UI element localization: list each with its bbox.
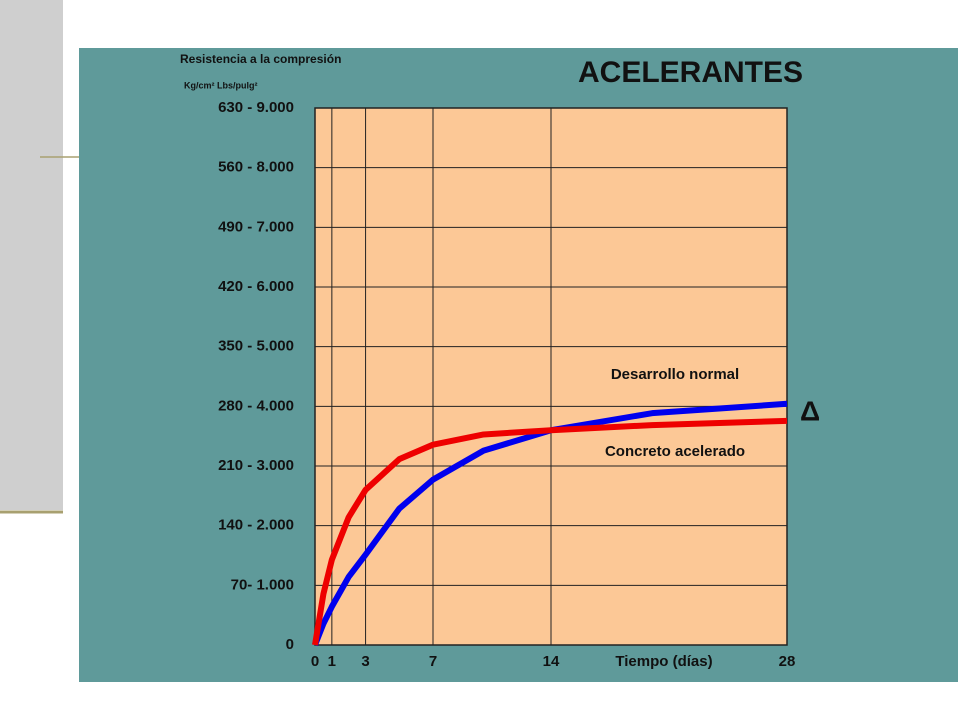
y-tick-label: 350 - 5.000 <box>218 338 294 355</box>
x-tick-label: 0 <box>311 653 319 670</box>
series-line <box>312 417 788 646</box>
x-tick-label: 3 <box>361 653 369 670</box>
y-tick-label: 420 - 6.000 <box>218 278 294 295</box>
y-tick-label: 210 - 3.000 <box>218 457 294 474</box>
x-tick-label: 14 <box>543 653 560 670</box>
chart-title: ACELERANTES <box>578 56 803 89</box>
x-tick-label: 7 <box>429 653 437 670</box>
y-tick-label: 280 - 4.000 <box>218 397 294 414</box>
y-tick-label: 630 - 9.000 <box>218 99 294 116</box>
annotation: Δ <box>800 395 820 426</box>
x-tick-label: 28 <box>779 653 796 670</box>
y-axis-title: Resistencia a la compresión <box>180 52 341 66</box>
y-tick-label: 70- 1.000 <box>231 576 294 593</box>
series-label: Desarrollo normal <box>611 366 739 383</box>
series-label: Concreto acelerado <box>605 443 745 460</box>
x-axis-title: Tiempo (días) <box>615 653 712 670</box>
y-tick-label: 560 - 8.000 <box>218 159 294 176</box>
side-bar <box>0 0 63 510</box>
y-axis-units: Kg/cm² Lbs/pulg² <box>184 80 258 90</box>
x-tick-label: 1 <box>328 653 336 670</box>
y-tick-label: 140 - 2.000 <box>218 517 294 534</box>
y-tick-label: 0 <box>286 636 294 653</box>
y-tick-label: 490 - 7.000 <box>218 218 294 235</box>
series-line <box>312 400 788 647</box>
